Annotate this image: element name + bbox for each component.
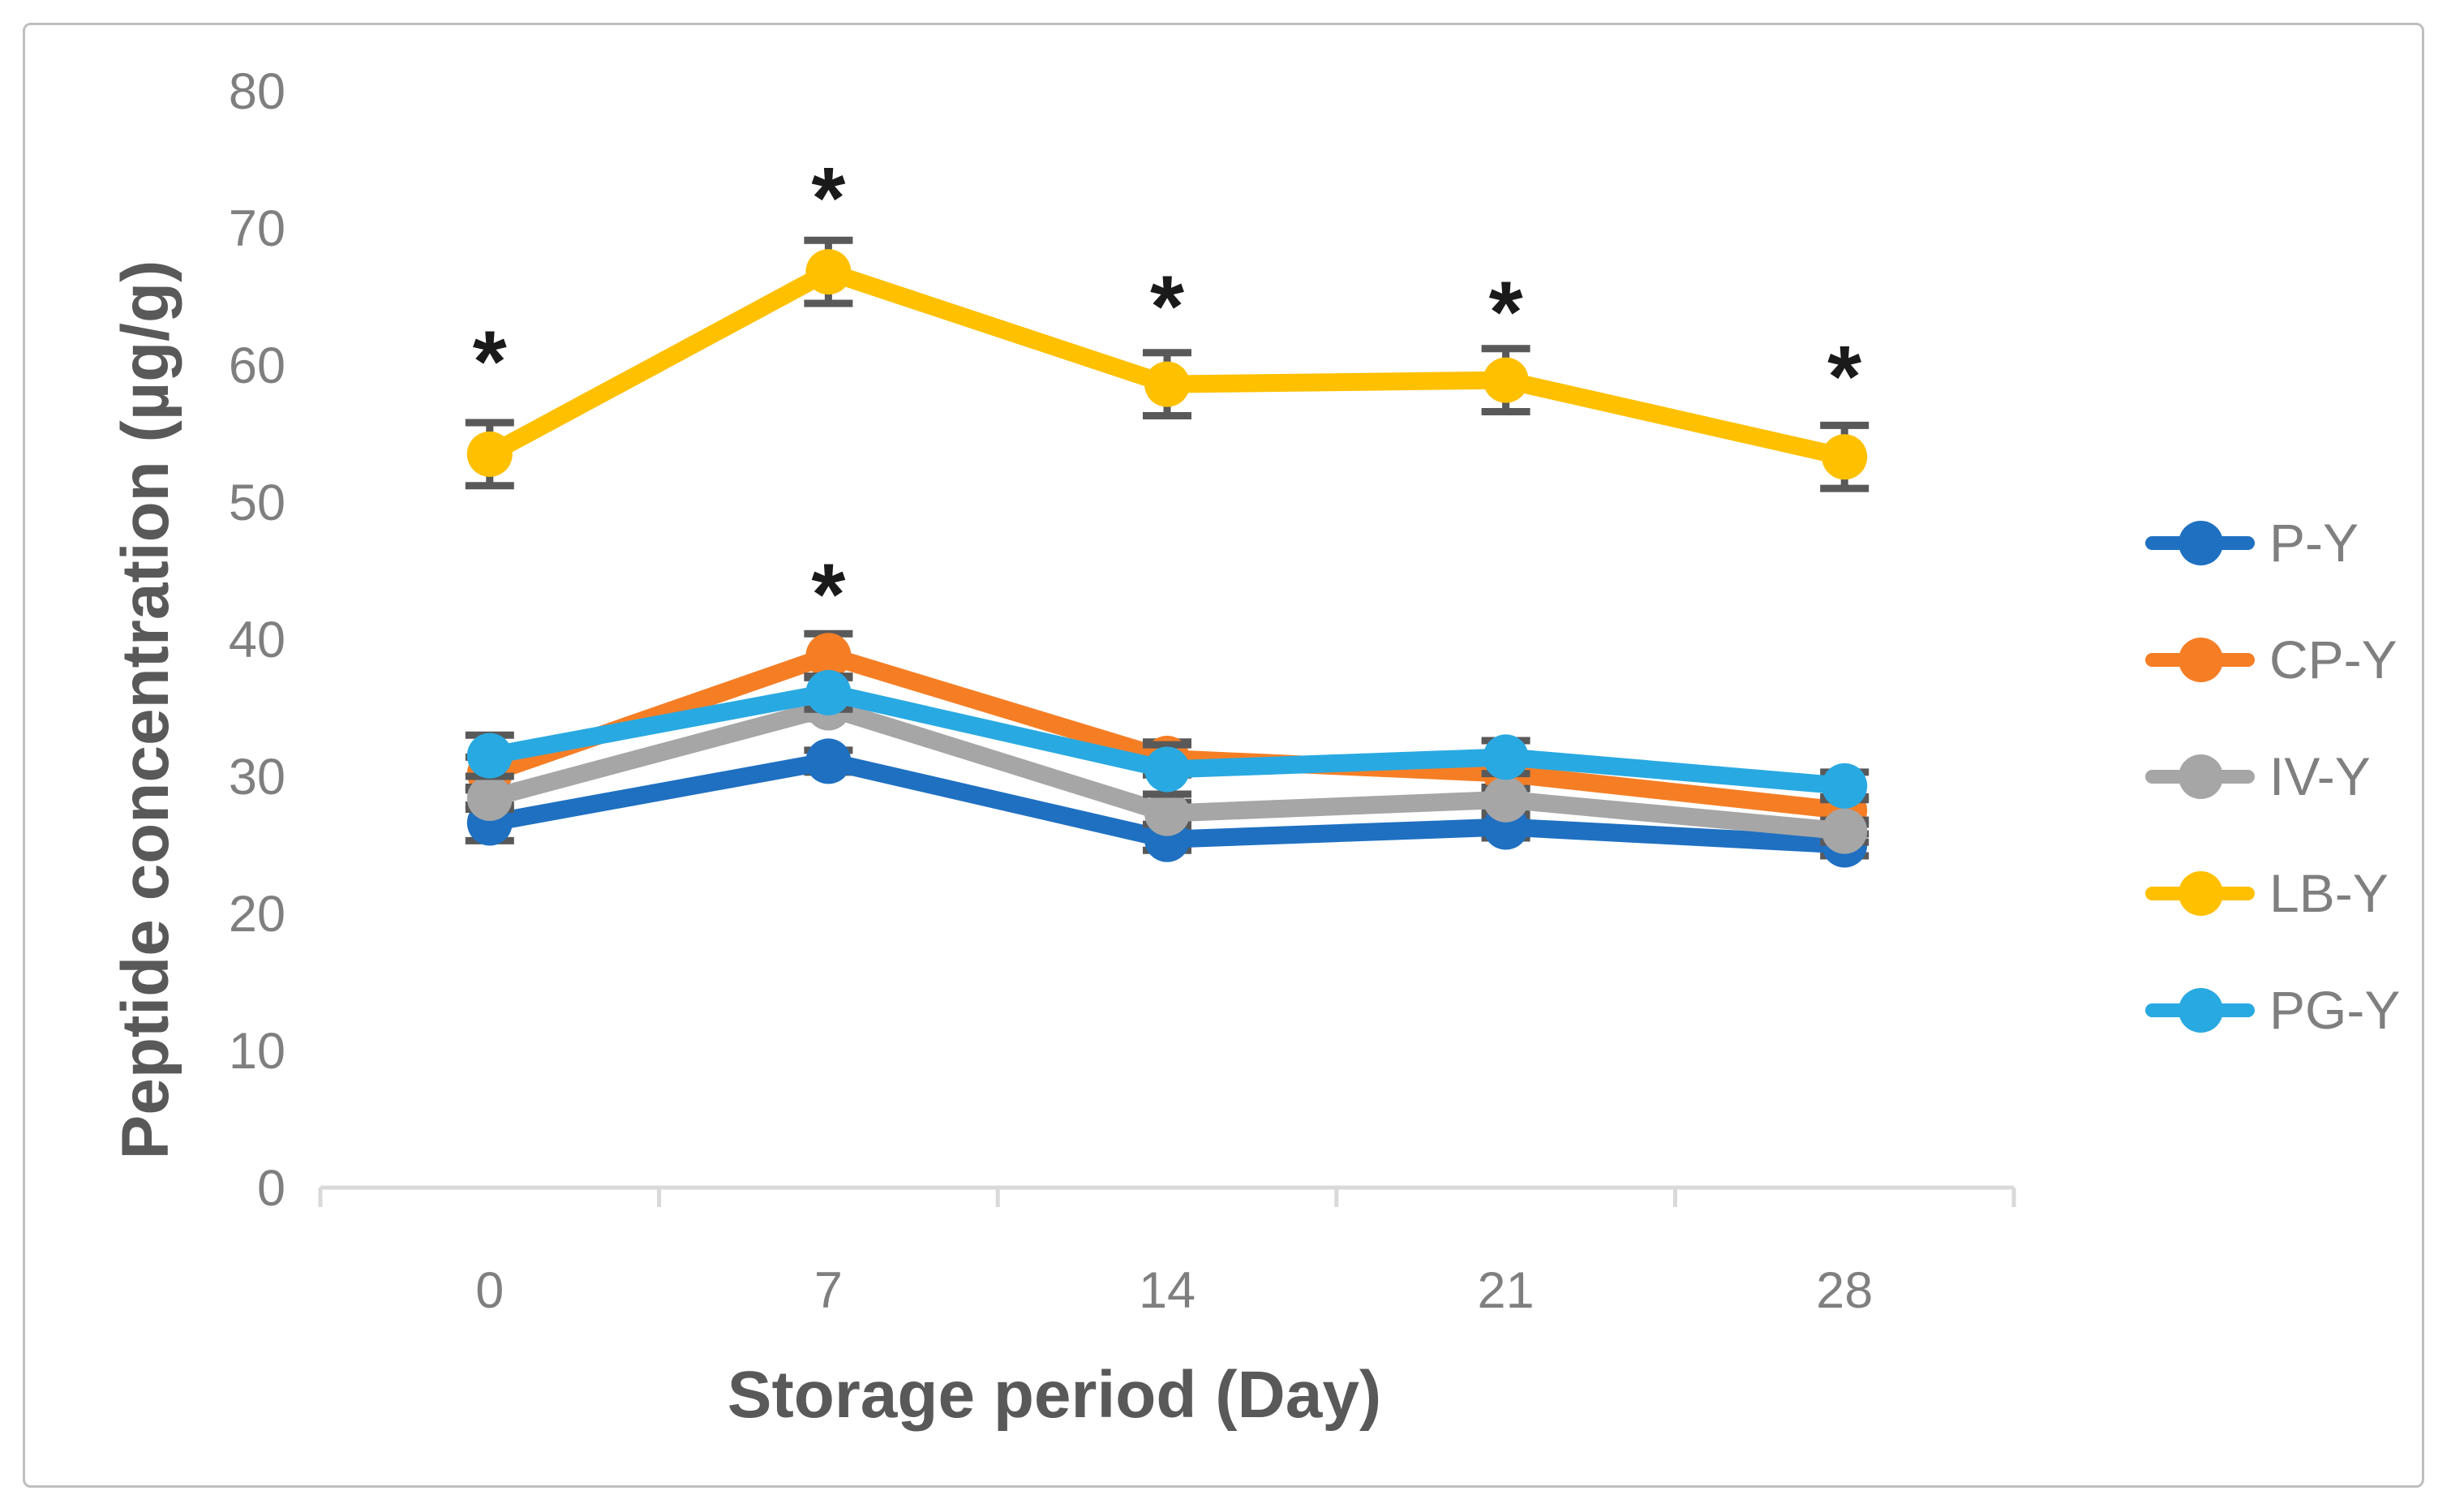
legend-item-P-Y: P-Y: [2145, 509, 2421, 576]
significance-asterisk: *: [811, 148, 845, 247]
y-tick-label: 10: [229, 1023, 285, 1080]
significance-asterisk: *: [1827, 327, 1861, 425]
x-tick-label: 28: [1816, 1262, 1873, 1319]
data-point-LB-Y: [1144, 361, 1190, 407]
data-point-LB-Y: [805, 249, 852, 295]
y-tick-label: 70: [229, 200, 285, 257]
legend-line-marker-icon: [2145, 754, 2255, 799]
data-point-PG-Y: [1483, 734, 1529, 780]
significance-asterisk: *: [1489, 262, 1523, 360]
y-axis-title: Peptide concentration (µg/g): [109, 260, 182, 1160]
x-tick-label: 14: [1139, 1262, 1196, 1319]
x-tick-label: 21: [1478, 1262, 1535, 1319]
significance-asterisk: *: [473, 311, 507, 410]
legend-dot-icon: [2179, 520, 2223, 565]
x-axis-title: Storage period (Day): [727, 1358, 1382, 1432]
legend-dot-icon: [2179, 987, 2223, 1033]
legend-label: CP-Y: [2269, 629, 2397, 690]
y-tick-label: 0: [257, 1160, 285, 1217]
legend-line-marker-icon: [2145, 870, 2255, 916]
data-point-PG-Y: [1144, 746, 1190, 793]
legend-item-IV-Y: IV-Y: [2145, 743, 2421, 810]
data-point-PG-Y: [1822, 763, 1868, 809]
legend-item-CP-Y: CP-Y: [2145, 626, 2421, 693]
legend: P-Y CP-Y IV-Y LB-Y PG-Y: [2145, 509, 2421, 1093]
y-tick-label: 50: [229, 475, 285, 531]
y-tick-label: 40: [229, 612, 285, 668]
y-tick-label: 20: [229, 886, 285, 943]
legend-label: PG-Y: [2269, 980, 2401, 1040]
data-point-IV-Y: [1144, 790, 1190, 836]
y-tick-label: 80: [229, 63, 285, 120]
x-tick-label: 0: [475, 1262, 504, 1319]
x-tick-label: 7: [814, 1262, 843, 1319]
legend-item-PG-Y: PG-Y: [2145, 977, 2421, 1043]
data-point-PG-Y: [805, 669, 852, 715]
data-point-IV-Y: [1822, 808, 1868, 854]
legend-label: P-Y: [2269, 513, 2359, 573]
legend-dot-icon: [2179, 637, 2223, 682]
y-tick-label: 30: [229, 749, 285, 806]
data-point-P-Y: [805, 738, 852, 784]
legend-item-LB-Y: LB-Y: [2145, 860, 2421, 926]
legend-line-marker-icon: [2145, 520, 2255, 565]
legend-dot-icon: [2179, 754, 2223, 799]
y-tick-label: 60: [229, 337, 285, 394]
data-point-IV-Y: [1483, 776, 1529, 823]
legend-label: IV-Y: [2269, 746, 2371, 806]
data-point-PG-Y: [466, 733, 513, 779]
data-point-IV-Y: [466, 775, 513, 822]
data-point-CP-Y: [805, 633, 852, 679]
significance-asterisk: *: [1150, 257, 1184, 355]
legend-dot-icon: [2179, 870, 2223, 916]
legend-label: LB-Y: [2269, 863, 2389, 923]
data-point-LB-Y: [466, 431, 513, 477]
legend-line-marker-icon: [2145, 987, 2255, 1033]
legend-line-marker-icon: [2145, 637, 2255, 682]
data-point-LB-Y: [1822, 434, 1868, 480]
significance-asterisk: *: [811, 545, 845, 643]
data-point-LB-Y: [1483, 357, 1529, 403]
